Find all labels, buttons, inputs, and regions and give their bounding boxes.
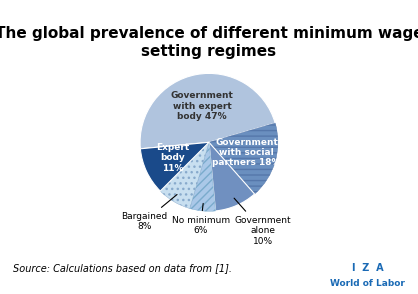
Text: Government
with expert
body 47%: Government with expert body 47% (171, 91, 233, 121)
Text: The global prevalence of different minimum wage
setting regimes: The global prevalence of different minim… (0, 26, 418, 59)
Text: Government
alone
10%: Government alone 10% (234, 198, 291, 246)
Text: Government
with social
partners 18%: Government with social partners 18% (212, 138, 281, 168)
Wedge shape (209, 142, 255, 211)
Text: Expert
body
11%: Expert body 11% (155, 143, 189, 173)
Wedge shape (140, 142, 209, 191)
Text: Source: Calculations based on data from [1].: Source: Calculations based on data from … (13, 263, 232, 273)
Text: I  Z  A: I Z A (352, 263, 384, 273)
Wedge shape (140, 74, 275, 149)
Wedge shape (160, 142, 209, 208)
Wedge shape (209, 123, 278, 194)
Text: World of Labor: World of Labor (330, 279, 405, 288)
Text: No minimum
6%: No minimum 6% (171, 203, 229, 235)
Text: Bargained
8%: Bargained 8% (121, 195, 177, 231)
Wedge shape (190, 142, 216, 211)
